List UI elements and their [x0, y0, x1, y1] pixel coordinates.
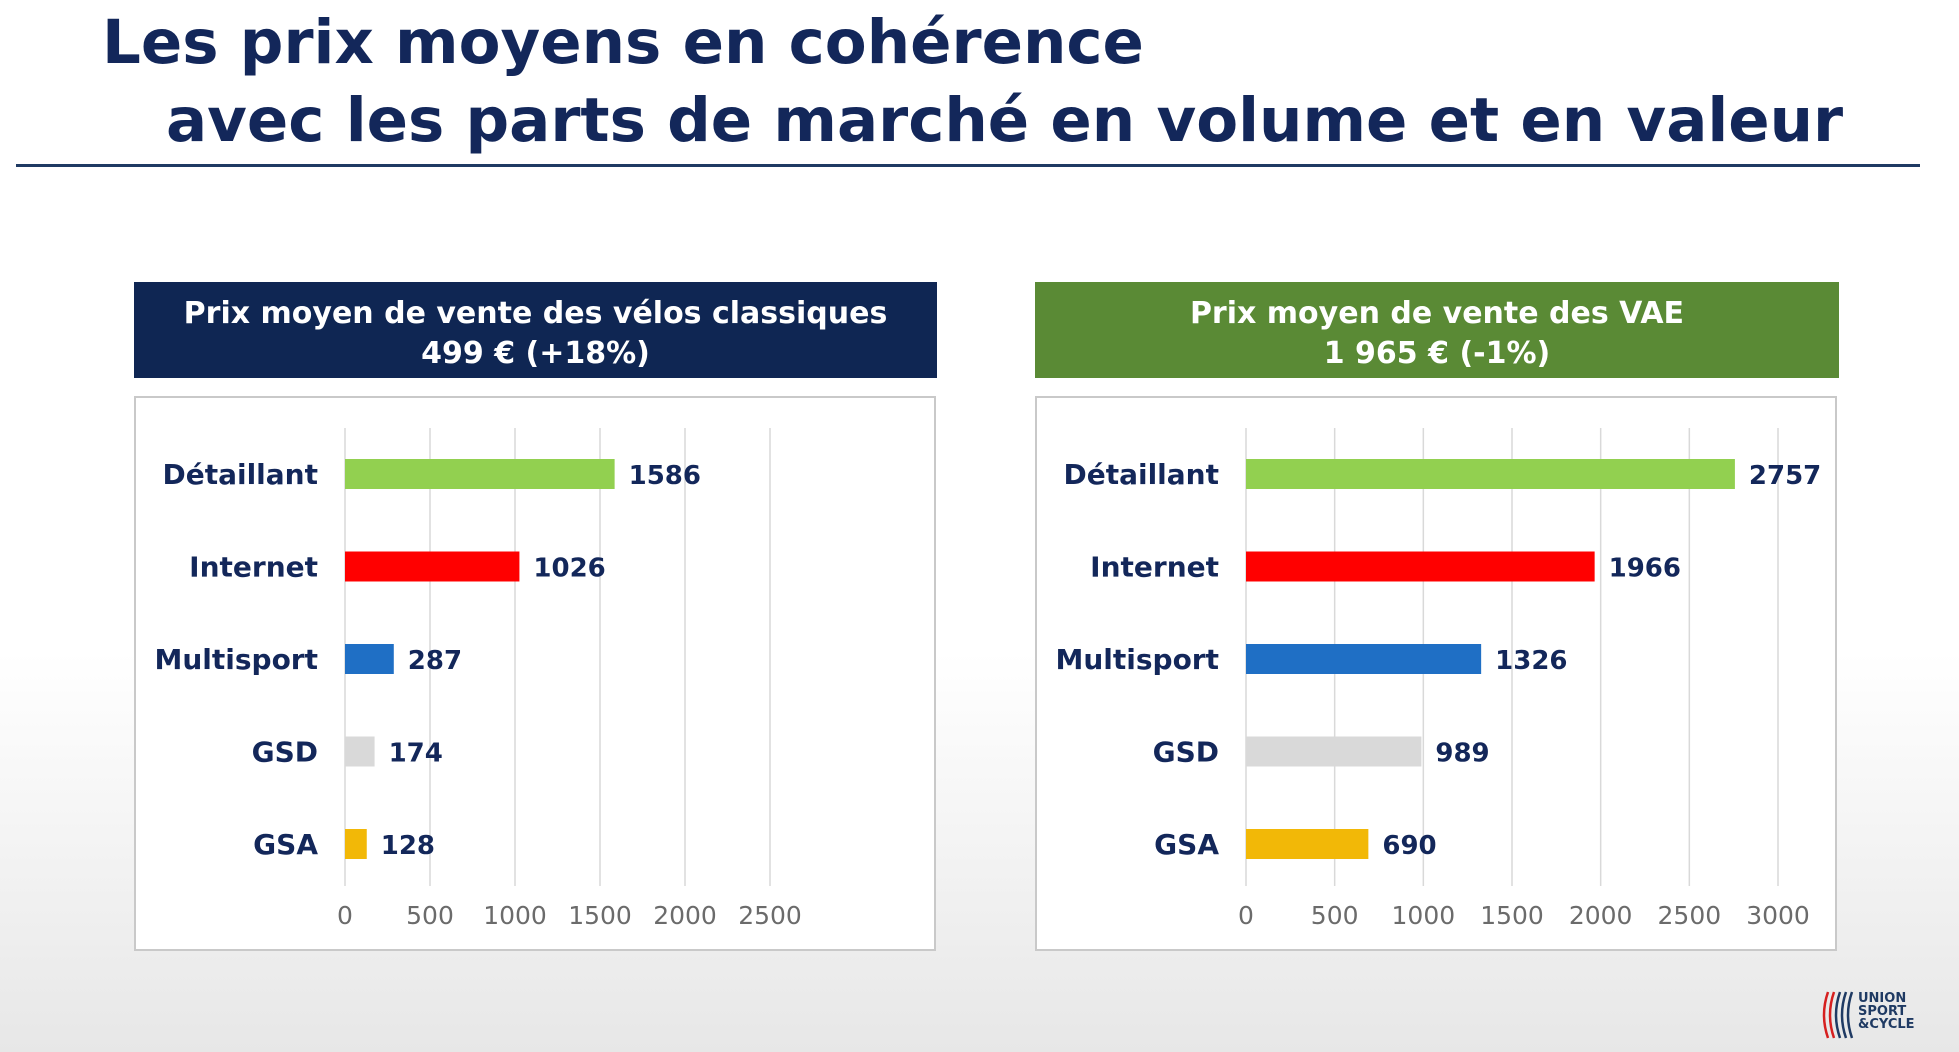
- chart-vae: 0 500 1000 1500 2000 2500 3000 Détaillant 2757 In…: [1035, 396, 1837, 951]
- chart-classic-bikes: 0 500 1000 1500 2000 2500 Détaillant 1586 Intern…: [134, 396, 936, 951]
- panel-header-title: Prix moyen de vente des vélos classiques: [183, 296, 888, 331]
- x-tick-label: 2000: [1569, 901, 1633, 930]
- x-tick-label: 2000: [653, 901, 717, 930]
- union-sport-cycle-logo: UNION SPORT &CYCLE: [1818, 984, 1946, 1046]
- panel-header-value: 1 965 € (-1%): [1323, 336, 1551, 371]
- data-label: 1966: [1609, 554, 1681, 584]
- slide-title-line-2: avec les parts de marché en volume et en…: [166, 85, 1844, 156]
- bar: [345, 736, 375, 767]
- slide-title-line-1: Les prix moyens en cohérence: [102, 7, 1144, 78]
- bar: [1246, 551, 1595, 582]
- x-tick-label: 3000: [1746, 901, 1810, 930]
- panel-header-title: Prix moyen de vente des VAE: [1189, 296, 1685, 331]
- data-label: 174: [389, 739, 443, 769]
- x-tick-label: 1000: [483, 901, 547, 930]
- bar: [345, 644, 394, 674]
- logo-text-line: SPORT: [1858, 1004, 1907, 1019]
- x-tick-label: 1000: [1392, 901, 1456, 930]
- bar: [1246, 644, 1482, 674]
- category-label: GSA: [253, 828, 318, 861]
- category-label: Multisport: [154, 643, 318, 676]
- category-label: Détaillant: [162, 458, 318, 491]
- x-tick-label: 500: [406, 901, 454, 930]
- bar: [345, 551, 520, 582]
- category-label: GSA: [1154, 828, 1219, 861]
- data-label: 128: [381, 831, 435, 861]
- panel-header-value: 499 € (+18%): [421, 336, 650, 371]
- bar: [345, 459, 615, 489]
- logo-stripes-icon: [1822, 991, 1854, 1039]
- category-label: GSD: [252, 736, 318, 769]
- data-label: 1326: [1495, 646, 1567, 676]
- logo-text-line: UNION: [1858, 991, 1907, 1006]
- category-label: Multisport: [1055, 643, 1219, 676]
- bar: [1246, 459, 1735, 489]
- bar: [1246, 736, 1422, 767]
- x-tick-label: 500: [1311, 901, 1359, 930]
- x-tick-label: 0: [1238, 901, 1254, 930]
- bar: [1246, 829, 1369, 859]
- x-tick-label: 1500: [568, 901, 632, 930]
- category-label: Internet: [189, 551, 318, 584]
- category-label: Internet: [1090, 551, 1219, 584]
- bar: [345, 829, 367, 859]
- x-tick-label: 1500: [1480, 901, 1544, 930]
- chart-svg-vae: 0 500 1000 1500 2000 2500 3000 Détaillant 2757 In…: [1055, 428, 1821, 930]
- logo-text-line: &CYCLE: [1858, 1017, 1915, 1032]
- panel-header-classic-bikes: Prix moyen de vente des vélos classiques…: [134, 282, 937, 378]
- title-underline: [16, 164, 1920, 167]
- category-label: Détaillant: [1063, 458, 1219, 491]
- x-tick-label: 2500: [1658, 901, 1722, 930]
- category-label: GSD: [1153, 736, 1219, 769]
- data-label: 2757: [1749, 461, 1821, 491]
- panel-header-vae: Prix moyen de vente des VAE 1 965 € (-1%…: [1035, 282, 1839, 378]
- x-tick-label: 2500: [738, 901, 802, 930]
- data-label: 989: [1435, 739, 1489, 769]
- data-label: 1586: [629, 461, 701, 491]
- x-tick-label: 0: [337, 901, 353, 930]
- chart-svg-classic-bikes: 0 500 1000 1500 2000 2500 Détaillant 1586 Intern…: [154, 428, 802, 930]
- data-label: 1026: [533, 554, 605, 584]
- data-label: 287: [408, 646, 462, 676]
- data-label: 690: [1382, 831, 1436, 861]
